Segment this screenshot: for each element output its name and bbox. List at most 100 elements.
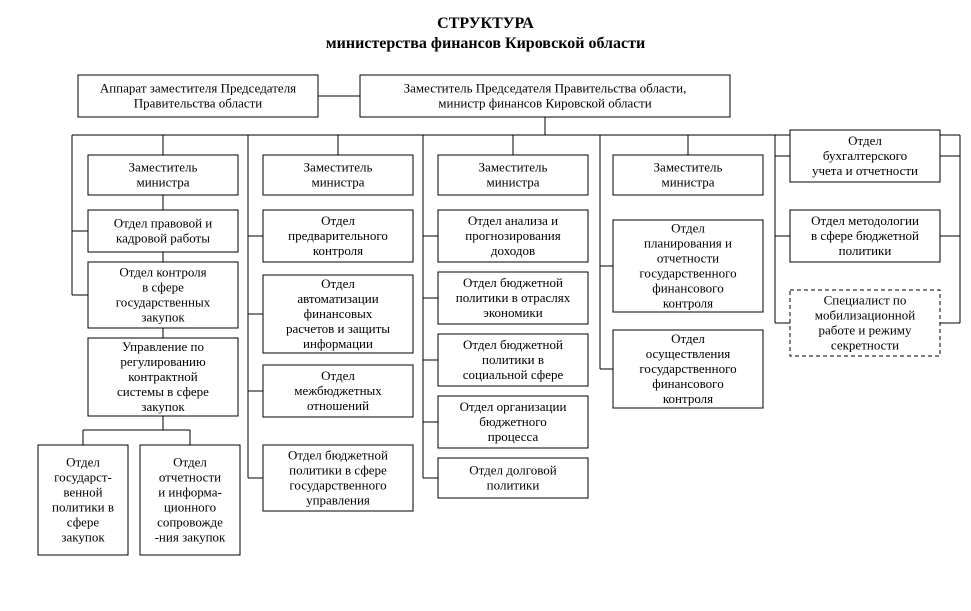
node-label: Отдел бюджетной [463,337,563,352]
node-label: Заместитель [304,159,373,174]
node-label: министра [312,174,365,189]
node-label: политики [839,243,892,258]
node-label: отчетности [657,250,719,265]
node-label: государственного [639,265,736,280]
node-label: министра [137,174,190,189]
node-head: Заместитель Председателя Правительства о… [360,75,730,117]
node-label: прогнозирования [465,228,560,243]
node-d2a: Отделпредварительногоконтроля [263,210,413,262]
node-label: осуществления [646,346,731,361]
node-label: планирования и [644,235,732,250]
node-d2d: Отдел бюджетнойполитики в сферегосударст… [263,445,413,511]
node-label: Отдел [66,454,100,469]
title-line-1: СТРУКТУРА [437,15,534,32]
node-label: Отдел [671,331,705,346]
title-line-2: министерства финансов Кировской области [326,35,645,52]
node-dep1: Заместительминистра [88,155,238,195]
node-label: закупок [141,399,185,414]
node-apparat: Аппарат заместителя ПредседателяПравител… [78,75,318,117]
node-d3e: Отдел долговойполитики [438,458,588,498]
node-d2b: Отделавтоматизациифинансовыхрасчетов и з… [263,275,413,353]
node-label: -ния закупок [155,529,226,544]
node-d3a: Отдел анализа ипрогнозированиядоходов [438,210,588,262]
node-label: расчетов и защиты [286,321,390,336]
node-label: Заместитель [654,159,723,174]
node-label: учета и отчетности [812,163,918,178]
node-label: Отдел правовой и [114,215,213,230]
node-label: Отдел [321,368,355,383]
node-label: финансовых [304,306,373,321]
node-label: финансового [652,376,723,391]
node-label: в сфере [142,279,184,294]
node-label: закупок [141,309,185,324]
node-label: сфере [67,514,100,529]
node-label: Отдел бюджетной [463,275,563,290]
node-label: Отдел контроля [119,264,206,279]
org-chart: СТРУКТУРА министерства финансов Кировской… [0,0,971,611]
node-d3c: Отдел бюджетнойполитики всоциальной сфер… [438,334,588,386]
node-d4b: Отделосуществлениягосударственногофинанс… [613,330,763,408]
node-label: Отдел [848,133,882,148]
node-label: государст- [54,469,112,484]
node-label: секретности [831,337,899,352]
node-label: государственных [116,294,211,309]
node-label: венной [63,484,102,499]
node-d3b: Отдел бюджетнойполитики в отрасляхэконом… [438,272,588,324]
node-r3: Специалист помобилизационнойработе и реж… [790,290,940,356]
node-d1c1: Отделгосударст-веннойполитики всферезаку… [38,445,128,555]
node-label: государственного [639,361,736,376]
node-r1: Отделбухгалтерскогоучета и отчетности [790,130,940,182]
node-label: отношений [307,398,369,413]
node-label: мобилизационной [815,307,915,322]
node-label: финансового [652,280,723,295]
node-label: предварительного [288,228,388,243]
node-label: политики в [482,352,544,367]
node-label: политики в сфере [289,462,387,477]
node-d4a: Отделпланирования иотчетностигосударстве… [613,220,763,312]
node-label: Управление по [122,339,204,354]
node-d1c2: Отделотчетностии информа-ционногосопрово… [140,445,240,555]
node-dep2: Заместительминистра [263,155,413,195]
node-label: Отдел анализа и [468,213,558,228]
node-d1a: Отдел правовой икадровой работы [88,210,238,252]
node-label: Отдел бюджетной [288,447,388,462]
node-label: информации [303,336,373,351]
node-label: Аппарат заместителя Председателя [100,80,296,95]
node-label: доходов [491,243,535,258]
node-label: Отдел [321,213,355,228]
node-d3d: Отдел организациибюджетногопроцесса [438,396,588,448]
node-label: экономики [483,305,542,320]
node-label: автоматизации [297,291,378,306]
node-label: закупок [61,529,105,544]
node-label: системы в сфере [117,384,209,399]
node-label: контроля [663,295,713,310]
node-label: ционного [164,499,216,514]
node-label: политики в [52,499,114,514]
node-label: Отдел [173,454,207,469]
node-label: в сфере бюджетной [811,228,919,243]
node-label: контроля [313,243,363,258]
node-label: Заместитель [479,159,548,174]
node-label: Заместитель [129,159,198,174]
node-label: регулированию [120,354,206,369]
node-label: государственного [289,477,386,492]
node-label: контрактной [128,369,198,384]
node-label: работе и режиму [818,322,912,337]
node-d2c: Отделмежбюджетныхотношений [263,365,413,417]
node-label: бухгалтерского [823,148,907,163]
node-label: министра [662,174,715,189]
node-dep4: Заместительминистра [613,155,763,195]
node-label: Отдел долговой [469,462,557,477]
node-label: министр финансов Кировской области [438,95,652,110]
node-label: отчетности [159,469,221,484]
node-label: межбюджетных [294,383,382,398]
node-dep3: Заместительминистра [438,155,588,195]
node-d1c: Управление порегулированиюконтрактнойсис… [88,338,238,416]
node-label: сопровожде [157,514,223,529]
node-label: бюджетного [479,414,547,429]
node-label: кадровой работы [116,230,210,245]
node-r2: Отдел методологиив сфере бюджетнойполити… [790,210,940,262]
node-label: Правительства области [134,95,263,110]
node-label: Отдел [671,220,705,235]
node-label: политики в отраслях [456,290,571,305]
